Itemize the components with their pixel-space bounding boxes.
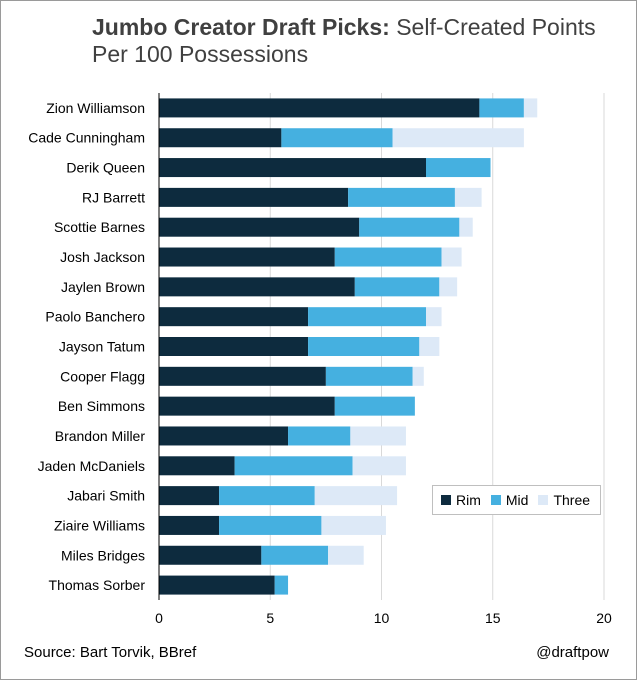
bar-segment-mid xyxy=(348,187,455,207)
category-label: Thomas Sorber xyxy=(49,577,146,593)
bar-segment-three xyxy=(454,187,482,207)
legend-item-three: Three xyxy=(538,492,590,508)
bar-segment-rim xyxy=(159,128,282,148)
category-label: Jabari Smith xyxy=(67,488,145,504)
bar-segment-three xyxy=(328,545,364,565)
bar-segment-rim xyxy=(159,187,349,207)
bar-segment-mid xyxy=(308,307,426,327)
category-label: Zion Williamson xyxy=(46,100,145,116)
chart-title: Jumbo Creator Draft Picks: Self-Created … xyxy=(92,14,612,68)
bar-segment-rim xyxy=(159,337,309,356)
bar-segment-mid xyxy=(219,515,322,535)
bar-segment-rim xyxy=(159,545,262,565)
legend-swatch-mid xyxy=(490,495,501,505)
x-tick-label: 10 xyxy=(374,610,390,626)
bar-segment-mid xyxy=(426,158,491,178)
bar-segment-mid xyxy=(334,247,442,267)
bar-segment-three xyxy=(439,277,458,297)
category-label: Josh Jackson xyxy=(60,249,145,265)
category-label: Derik Queen xyxy=(66,160,145,176)
bar-segment-rim xyxy=(159,98,480,118)
bar-segment-three xyxy=(441,247,462,267)
bar-segment-three xyxy=(314,486,398,506)
category-label: Ziaire Williams xyxy=(54,517,145,533)
bar-segment-mid xyxy=(274,575,289,595)
bar-segment-three xyxy=(459,217,473,237)
category-label: Miles Bridges xyxy=(61,547,145,563)
bar-segment-rim xyxy=(159,575,275,595)
bar-segment-three xyxy=(523,98,538,118)
legend-label-rim: Rim xyxy=(456,492,481,508)
bar-segment-three xyxy=(350,426,406,446)
category-label: Paolo Banchero xyxy=(45,309,145,325)
bar-segment-mid xyxy=(354,277,440,297)
bar-segment-mid xyxy=(261,545,329,565)
bar-segment-three xyxy=(352,456,406,476)
legend-label-three: Three xyxy=(553,492,591,508)
bar-segment-mid xyxy=(359,217,460,237)
bar-segment-three xyxy=(321,515,386,535)
chart-title-normal: Self-Created Points Per 100 Possessions xyxy=(92,14,596,67)
x-tick-label: 20 xyxy=(596,610,612,626)
bar-segment-rim xyxy=(159,307,309,327)
bar-segment-three xyxy=(426,307,442,327)
bar-segment-rim xyxy=(159,456,235,476)
bar-segment-three xyxy=(419,337,440,356)
bar-segment-mid xyxy=(234,456,353,476)
bar-segment-rim xyxy=(159,277,355,297)
bar-segment-rim xyxy=(159,396,335,416)
bar-segment-mid xyxy=(288,426,351,446)
category-label: Brandon Miller xyxy=(55,428,146,444)
credit-handle: @draftpow xyxy=(536,644,609,661)
bar-segment-rim xyxy=(159,366,326,386)
category-label: Ben Simmons xyxy=(58,398,145,414)
legend-swatch-rim xyxy=(441,495,451,505)
category-label: RJ Barrett xyxy=(82,189,145,205)
legend-label-mid: Mid xyxy=(505,492,529,508)
bar-segment-three xyxy=(412,366,424,386)
legend-swatch-three xyxy=(538,495,549,505)
bar-segment-rim xyxy=(159,217,360,237)
legend-item-mid: Mid xyxy=(490,492,529,508)
chart-title-bold: Jumbo Creator Draft Picks: xyxy=(92,14,390,40)
category-label: Jaden McDaniels xyxy=(38,458,145,474)
x-tick-label: 0 xyxy=(155,610,163,626)
category-label: Jaylen Brown xyxy=(61,279,145,295)
bar-segment-rim xyxy=(159,486,220,506)
bar-segment-mid xyxy=(334,396,415,416)
chart-legend: Rim Mid Three xyxy=(432,485,601,515)
category-label: Cooper Flagg xyxy=(60,368,145,384)
bar-segment-mid xyxy=(479,98,524,118)
bar-segment-rim xyxy=(159,426,289,446)
category-label: Cade Cunningham xyxy=(28,130,145,146)
bar-segment-mid xyxy=(281,128,393,148)
bar-segment-mid xyxy=(308,337,420,356)
x-tick-label: 15 xyxy=(485,610,501,626)
bar-segment-three xyxy=(392,128,524,148)
bar-segment-mid xyxy=(219,486,315,506)
bar-segment-rim xyxy=(159,247,335,267)
legend-item-rim: Rim xyxy=(441,492,481,508)
source-note: Source: Bart Torvik, BBref xyxy=(24,644,197,661)
category-label: Scottie Barnes xyxy=(54,219,145,235)
x-tick-label: 5 xyxy=(266,610,274,626)
bar-segment-mid xyxy=(325,366,413,386)
bar-segment-rim xyxy=(159,158,426,178)
category-label: Jayson Tatum xyxy=(59,339,145,355)
bar-segment-rim xyxy=(159,515,220,535)
